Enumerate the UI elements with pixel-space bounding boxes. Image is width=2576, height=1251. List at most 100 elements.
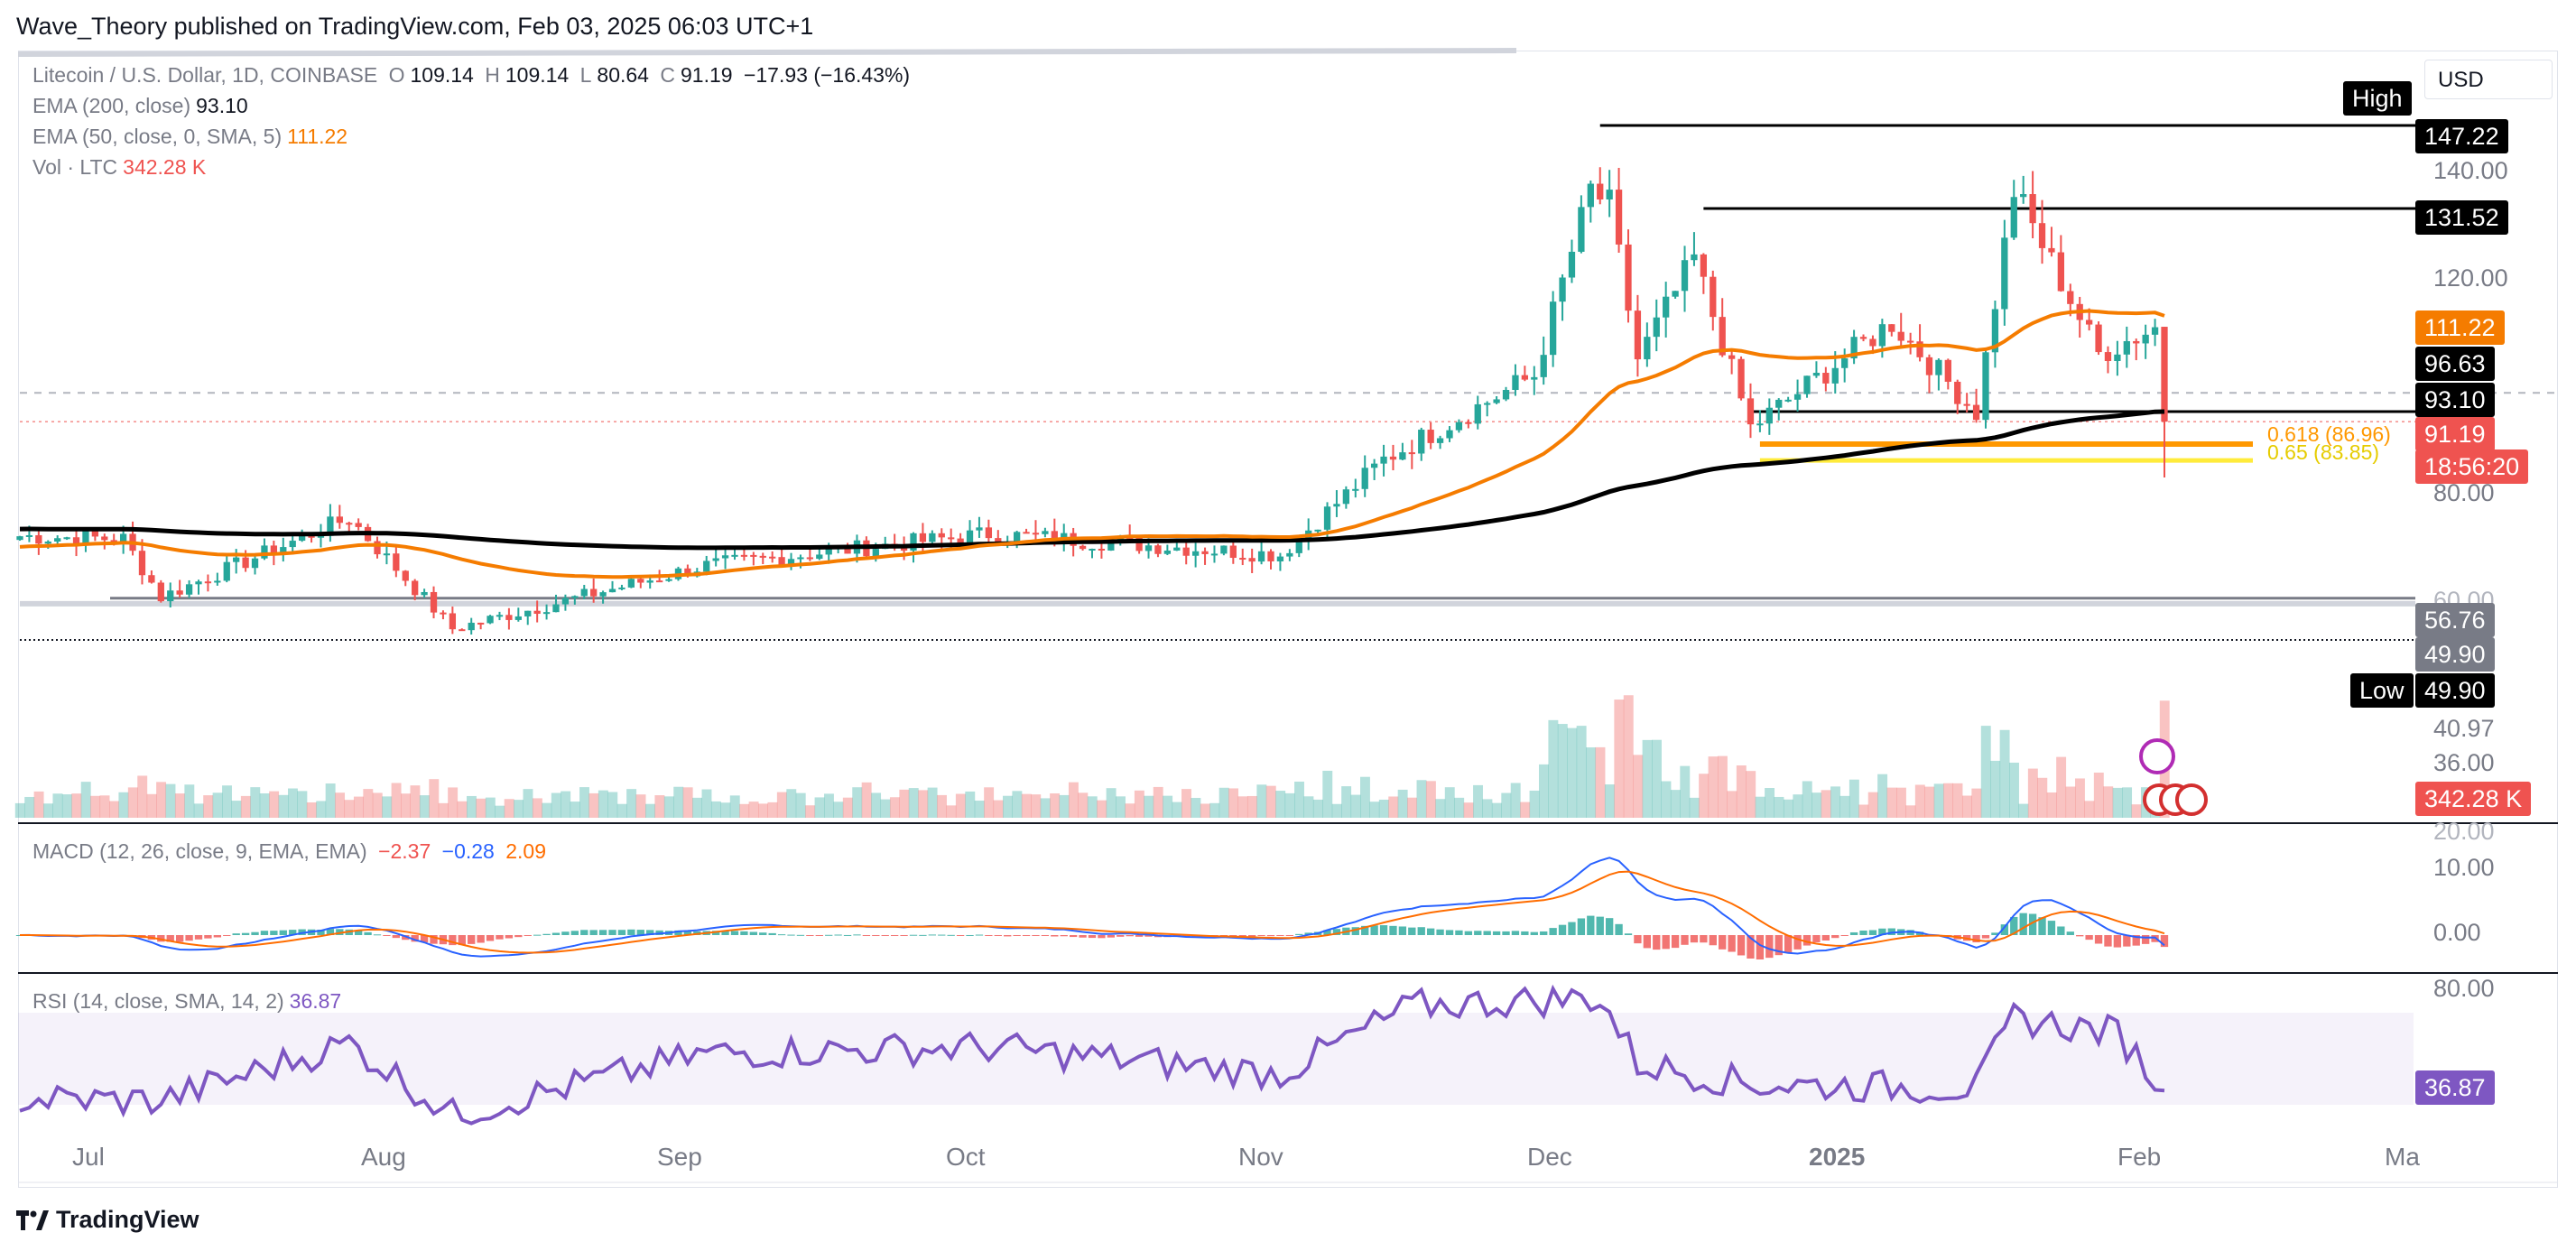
macd-histogram-bar bbox=[2047, 921, 2056, 935]
candle-body bbox=[1850, 337, 1858, 359]
volume-bar bbox=[1322, 770, 1333, 818]
macd-histogram-bar bbox=[1530, 931, 1538, 935]
candle-body bbox=[1954, 381, 1961, 404]
candle-body bbox=[496, 615, 504, 617]
macd-histogram-bar bbox=[1389, 925, 1397, 935]
volume-bar bbox=[1473, 784, 1483, 818]
macd-histogram-bar bbox=[2104, 935, 2112, 947]
volume-bar bbox=[937, 794, 947, 818]
macd-histogram-bar bbox=[1802, 935, 1812, 946]
volume-bar bbox=[1059, 794, 1070, 818]
candle-body bbox=[919, 533, 927, 542]
volume-bar bbox=[419, 795, 430, 818]
macd-histogram-bar bbox=[1596, 916, 1604, 935]
candle-body bbox=[54, 538, 61, 542]
macd-histogram-bar bbox=[1417, 927, 1425, 935]
macd-histogram-bar bbox=[486, 935, 495, 941]
volume-bar bbox=[1435, 799, 1446, 818]
macd-histogram-bar bbox=[1069, 935, 1078, 938]
volume-bar bbox=[1905, 805, 1916, 818]
candle-body bbox=[1737, 358, 1745, 399]
volume-bar bbox=[1858, 804, 1869, 818]
macd-histogram-bar bbox=[1558, 924, 1567, 935]
volume-bar bbox=[14, 802, 25, 818]
support-price-tag: 56.76 bbox=[2415, 603, 2495, 637]
volume-bar bbox=[335, 792, 346, 818]
candle-body bbox=[533, 610, 541, 615]
macd-histogram-bar bbox=[1323, 930, 1331, 935]
candle-body bbox=[119, 533, 127, 543]
volume-bar bbox=[1886, 787, 1897, 818]
volume-bar bbox=[1746, 771, 1756, 818]
macd-histogram-bar bbox=[1295, 933, 1303, 935]
macd-histogram-bar bbox=[740, 931, 748, 935]
volume-bar bbox=[1040, 798, 1051, 818]
macd-histogram-bar bbox=[909, 934, 918, 936]
volume-bar bbox=[523, 789, 533, 818]
volume-bar bbox=[344, 800, 355, 818]
volume-bar bbox=[1378, 799, 1389, 818]
macd-histogram-bar bbox=[542, 933, 551, 935]
macd-histogram-bar bbox=[551, 932, 561, 935]
candle-body bbox=[1906, 340, 1914, 343]
time-tick: Dec bbox=[1527, 1143, 1572, 1171]
currency-button[interactable]: USD bbox=[2424, 60, 2553, 99]
volume-bar bbox=[476, 798, 486, 818]
candle-body bbox=[938, 533, 945, 538]
macd-histogram-bar bbox=[1859, 931, 1867, 935]
macd-histogram-bar bbox=[900, 935, 908, 936]
macd-histogram-bar bbox=[533, 934, 542, 936]
volume-bar bbox=[1265, 785, 1276, 818]
candle-body bbox=[1719, 317, 1726, 356]
time-tick: Feb bbox=[2117, 1143, 2162, 1171]
volume-bar bbox=[1642, 739, 1653, 818]
macd-histogram-bar bbox=[1991, 932, 1999, 935]
volume-bar bbox=[90, 795, 101, 818]
candle-body bbox=[2048, 247, 2055, 253]
volume-bar bbox=[1275, 791, 1286, 818]
macd-histogram-bar bbox=[928, 934, 937, 936]
macd-histogram-bar bbox=[2132, 935, 2140, 946]
volume-bar bbox=[109, 801, 119, 818]
volume-bar bbox=[1548, 719, 1559, 818]
volume-bar bbox=[1793, 794, 1803, 818]
macd-histogram-bar bbox=[1032, 935, 1040, 936]
macd-histogram-bar bbox=[919, 934, 927, 936]
candle-body bbox=[1248, 558, 1256, 562]
event-lightning-icon[interactable] bbox=[2139, 738, 2175, 774]
volume-bar bbox=[240, 795, 251, 818]
candle-body bbox=[317, 535, 325, 538]
candle-body bbox=[1408, 452, 1415, 455]
candle-body bbox=[1276, 556, 1284, 561]
upper-trendline[interactable] bbox=[17, 48, 1517, 57]
candle-body bbox=[505, 615, 513, 620]
candle-body bbox=[1793, 394, 1802, 400]
volume-bar bbox=[673, 786, 684, 818]
volume-bar bbox=[1097, 800, 1107, 818]
candle-body bbox=[261, 545, 268, 559]
volume-bar bbox=[1209, 802, 1220, 818]
macd-histogram-bar bbox=[2066, 931, 2074, 935]
volume-bar bbox=[852, 787, 863, 818]
candle-body bbox=[1597, 183, 1604, 199]
event-flag-icon-3[interactable] bbox=[2175, 783, 2208, 816]
macd-histogram-bar bbox=[1117, 935, 1125, 937]
volume-bar bbox=[1633, 755, 1644, 818]
volume-bar bbox=[598, 790, 608, 818]
macd-histogram-bar bbox=[2000, 924, 2009, 935]
macd-histogram-bar bbox=[1728, 935, 1736, 952]
candle-body bbox=[655, 580, 663, 583]
macd-histogram-bar bbox=[1436, 929, 1444, 935]
volume-bar bbox=[485, 797, 496, 818]
candle-body bbox=[1427, 430, 1434, 443]
candle-body bbox=[580, 588, 588, 597]
volume-bar bbox=[692, 797, 703, 818]
macd-histogram-bar bbox=[458, 935, 466, 946]
volume-bar bbox=[2018, 803, 2029, 818]
volume-bar bbox=[316, 801, 327, 818]
macd-histogram-bar bbox=[843, 934, 852, 936]
volume-bar bbox=[1661, 781, 1672, 818]
volume-bar bbox=[1604, 784, 1615, 818]
tradingview-logo[interactable]: TradingView bbox=[16, 1206, 199, 1234]
